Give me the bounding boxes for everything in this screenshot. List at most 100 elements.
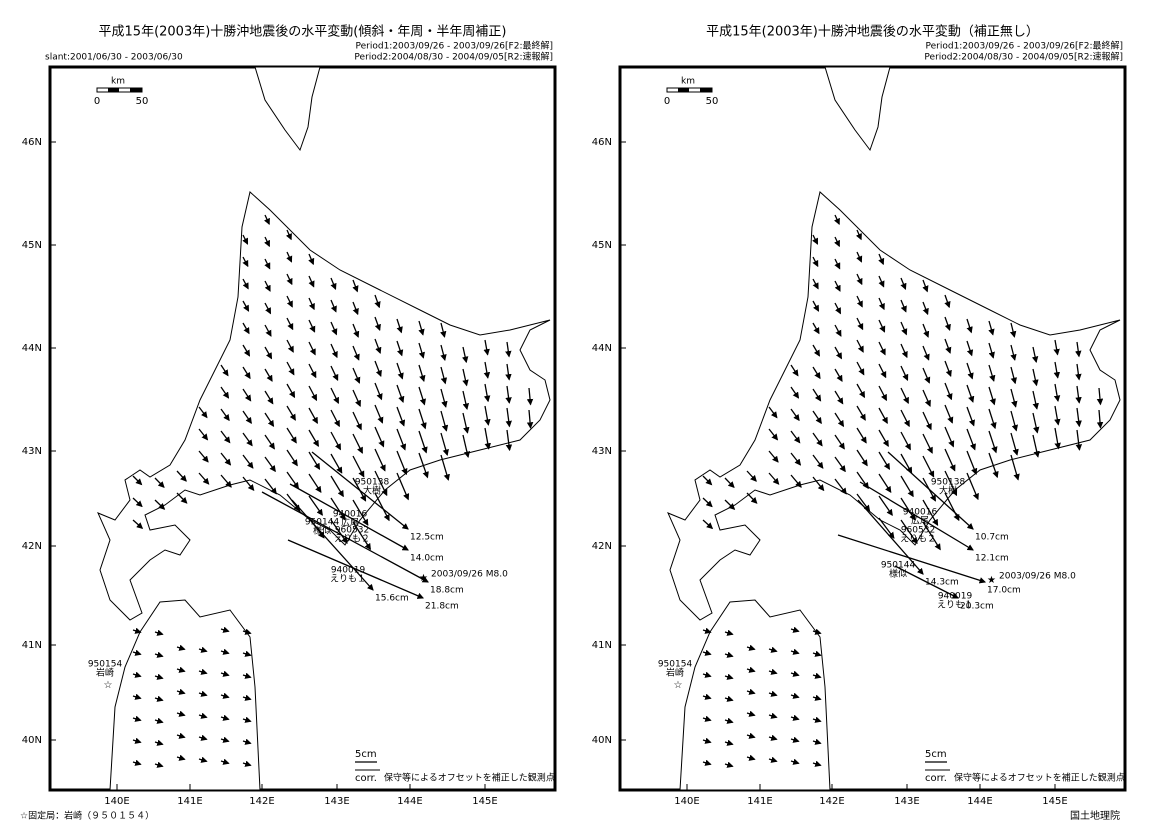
station-code: 950138 [931,478,966,488]
displacement-arrow [724,477,735,489]
displacement-arrow [461,346,469,364]
displacement-label: 21.8cm [425,602,459,612]
displacement-arrow [418,452,429,479]
displacement-arrow [812,256,819,268]
displacement-arrow [308,385,318,402]
displacement-arrow [220,670,230,677]
displacement-arrow [1032,412,1040,434]
displacement-arrow [264,236,270,248]
displacement-arrow [944,426,955,448]
displacement-arrow [790,364,799,377]
displacement-arrow [966,340,974,357]
epicenter-star: ★ [987,575,996,586]
coastline [97,191,551,621]
displacement-arrow [702,759,712,766]
displacement-arrow [859,481,974,551]
displacement-arrow [790,758,800,765]
displacement-arrow [264,390,274,405]
displacement-arrow [440,344,447,362]
lat-label: 43N [592,446,612,457]
displacement-arrow [922,433,933,454]
displacement-arrow [418,364,426,383]
displacement-arrow [264,456,276,473]
displacement-arrow [1096,387,1104,406]
displacement-arrow [176,688,186,695]
displacement-arrow [724,499,736,510]
displacement-arrow [768,646,778,653]
displacement-arrow [1053,339,1060,356]
fixed-station-star: ☆ [674,680,683,691]
displacement-arrow [132,693,142,700]
displacement-arrow [878,341,886,356]
displacement-arrow [1032,390,1039,410]
displacement-arrow [396,428,407,451]
displacement-arrow [834,280,841,292]
period-label: Period1:2003/09/26 - 2003/09/26[F2:最終解] [356,40,554,52]
displacement-arrow [220,474,232,488]
scale-label: 50 [706,96,719,107]
displacement-arrow [198,712,208,719]
displacement-arrow [264,280,271,292]
displacement-arrow [198,450,209,463]
displacement-arrow [220,364,229,377]
displacement-arrow [900,475,914,498]
displacement-arrow [505,429,513,452]
displacement-arrow [790,408,800,422]
displacement-arrow [308,253,315,266]
displacement-label: 12.1cm [975,554,1009,564]
displacement-arrow [856,493,871,512]
displacement-arrow [834,478,847,495]
lon-label: 143E [894,796,919,807]
lat-label: 40N [22,735,42,746]
displacement-arrow [878,451,890,471]
fixed-station-star: ☆ [104,680,113,691]
scale-bar [700,88,712,92]
displacement-arrow [418,320,425,336]
displacement-arrow [768,428,779,441]
displacement-arrow [308,473,322,493]
coastline [824,67,891,152]
displacement-arrow [887,451,974,530]
displacement-arrow [922,521,941,551]
displacement-arrow [878,473,892,494]
displacement-arrow [396,406,406,427]
displacement-arrow [308,495,323,516]
displacement-arrow [154,695,164,702]
station-code: 960532 [901,526,935,536]
legend-note: 保守等によるオフセットを補正した観測点 [384,772,555,784]
displacement-arrow [878,429,889,447]
land [667,67,1121,790]
displacement-arrow [374,382,383,401]
displacement-arrow [308,319,316,333]
displacement-arrow [812,278,819,290]
displacement-arrow [966,406,975,427]
displacement-arrow [483,361,491,379]
displacement-arrow [526,387,534,406]
displacement-arrow [856,273,863,286]
displacement-arrow [440,432,449,457]
displacement-arrow [242,694,252,701]
period-label: Period1:2003/09/26 - 2003/09/26[F2:最終解] [926,40,1124,52]
legend-corr: corr. [925,773,947,784]
displacement-arrow [440,322,447,338]
displacement-arrow [988,408,997,430]
displacement-arrow [242,366,251,380]
displacement-arrow [286,251,293,263]
displacement-arrow [900,453,913,474]
displacement-arrow [702,627,712,634]
displacement-arrow [352,389,361,407]
displacement-arrow [374,492,390,522]
displacement-arrow [242,650,252,657]
displacement-arrow [922,345,930,361]
displacement-arrow [374,470,388,497]
station-name: 様似 [889,568,907,580]
station-code: 940019 [331,566,366,576]
displacement-arrow [440,366,448,385]
displacement-arrow [286,383,296,399]
displacement-arrow [878,363,887,379]
displacement-arrow [220,714,230,721]
displacement-arrow [462,434,471,459]
displacement-label: 10.7cm [975,533,1009,543]
vector-field [132,214,534,768]
